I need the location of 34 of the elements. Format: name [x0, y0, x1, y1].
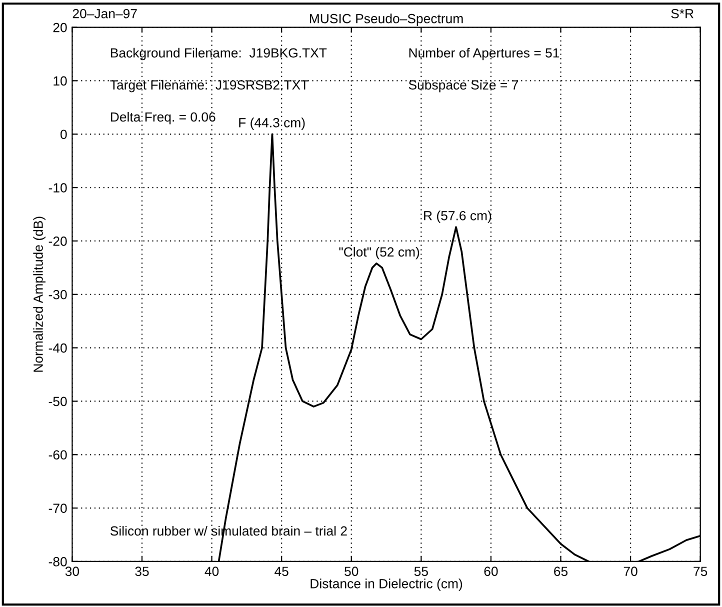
y-tick-label: 20	[53, 22, 67, 32]
annotation: Delta Freq. = 0.06	[110, 112, 216, 124]
y-tick-label: -70	[48, 504, 67, 513]
annotation: Subspace Size = 7	[408, 80, 518, 92]
y-tick-label: -40	[48, 343, 67, 353]
annotation: Background Filename: J19BKG.TXT	[110, 48, 327, 60]
y-tick-label: -20	[48, 236, 67, 246]
annotation: "Clot" (52 cm)	[339, 246, 420, 260]
y-tick-label: 0	[60, 130, 67, 140]
text: 20–Jan–97	[72, 8, 137, 18]
text: S*R	[671, 8, 694, 18]
y-tick-label: -80	[48, 557, 67, 566]
annotation: F (44.3 cm)	[239, 118, 305, 130]
x-tick-label: 65	[554, 566, 568, 576]
x-axis-title: Distance in Dielectric (cm)	[310, 578, 462, 591]
annotation: R (57.6 cm)	[424, 210, 492, 223]
x-tick-label: 45	[274, 566, 288, 576]
x-tick-label: 75	[694, 566, 708, 576]
y-tick-label: 10	[54, 76, 67, 86]
y-tick-label: -60	[48, 450, 67, 460]
x-tick-label: 60	[484, 566, 498, 576]
x-tick-label: 55	[414, 566, 428, 576]
x-tick-label: 70	[624, 566, 638, 576]
x-tick-label: 35	[135, 566, 149, 576]
y-tick-label: -30	[48, 290, 67, 300]
annotation: Number of Apertures = 51	[409, 48, 560, 60]
x-tick-label: 50	[344, 566, 358, 576]
x-tick-label: 40	[204, 566, 219, 576]
y-tick-label: -10	[48, 183, 67, 192]
y-axis-title: Normalized Amplitude (dB)	[33, 216, 46, 372]
x-tick-label: 30	[65, 566, 80, 576]
chart-title: MUSIC Pseudo–Spectrum	[310, 14, 463, 26]
y-tick-label: -50	[48, 396, 67, 406]
annotation: Target Filename: J19SRSB2.TXT	[110, 80, 308, 92]
